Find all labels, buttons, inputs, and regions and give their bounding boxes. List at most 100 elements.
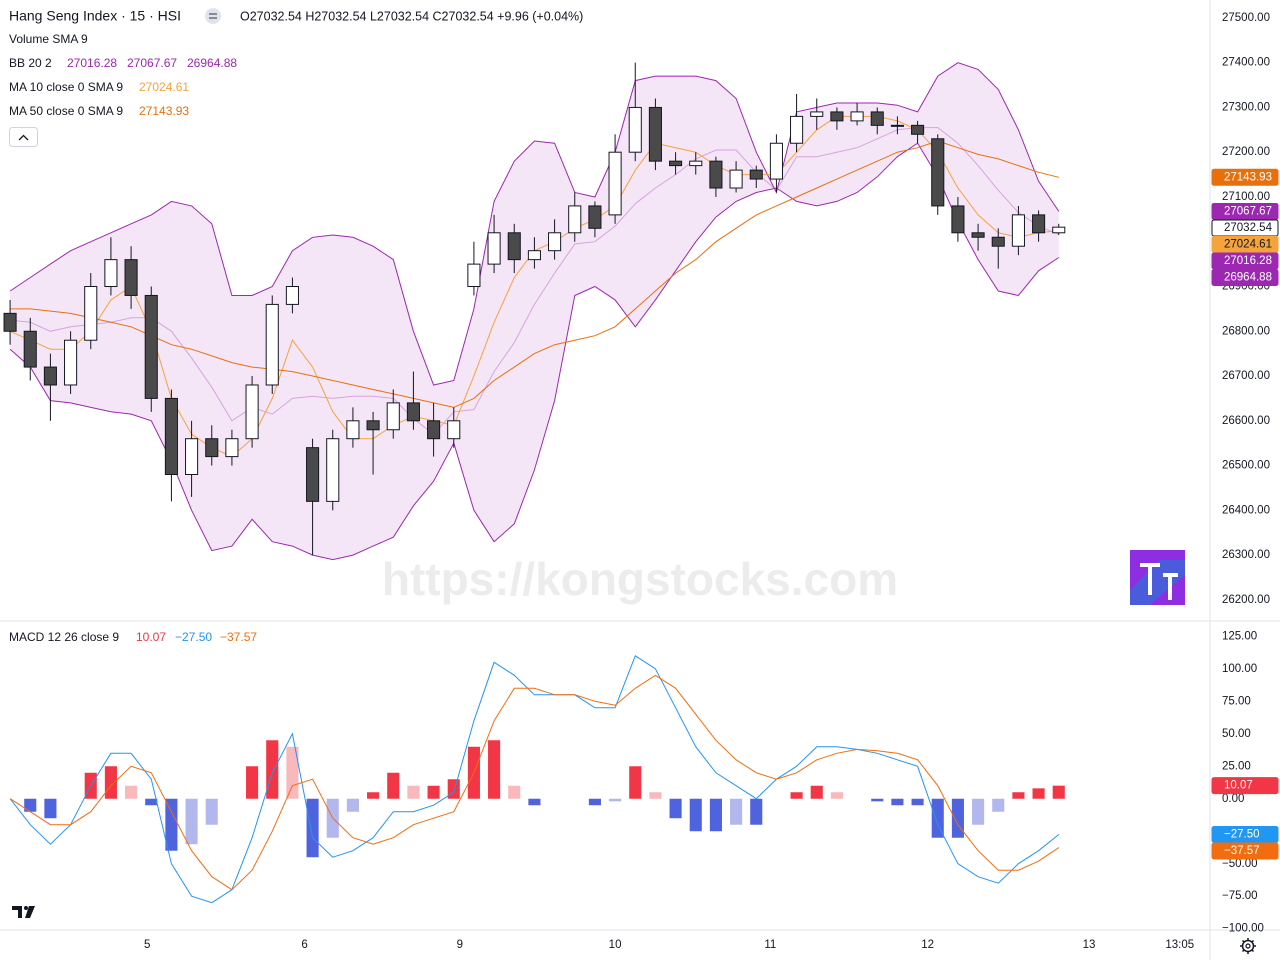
candle-body bbox=[366, 420, 380, 431]
candle-body bbox=[548, 232, 562, 252]
histogram-bar bbox=[891, 798, 904, 806]
histogram-bar bbox=[689, 798, 702, 832]
x-tick-label: 9 bbox=[457, 939, 463, 951]
legend-value: 27016.28 bbox=[67, 56, 117, 70]
macd-line bbox=[9, 674, 1060, 891]
candle-body bbox=[185, 438, 199, 476]
candle-body bbox=[648, 106, 662, 162]
histogram-bar bbox=[992, 798, 1005, 812]
x-tick-label: 11 bbox=[764, 939, 776, 951]
legend-value: 27024.61 bbox=[139, 80, 189, 94]
y-tick-label: 26300.00 bbox=[1222, 549, 1270, 561]
ohlc-readout: O27032.54 H27032.54 L27032.54 C27032.54 … bbox=[240, 9, 583, 23]
candle-body bbox=[164, 397, 178, 476]
price-tag-label: 27024.61 bbox=[1224, 238, 1272, 250]
candle-body bbox=[689, 160, 703, 167]
histogram-bar bbox=[286, 746, 299, 799]
histogram-bar bbox=[125, 785, 138, 799]
candle-body bbox=[951, 205, 965, 234]
histogram-bar bbox=[669, 798, 682, 819]
price-tag-label: 27067.67 bbox=[1224, 205, 1272, 217]
histogram-bar bbox=[528, 798, 541, 806]
collapse-button[interactable] bbox=[9, 127, 38, 147]
price-tag bbox=[1211, 252, 1279, 270]
candle-body bbox=[144, 294, 158, 399]
candle-body bbox=[326, 438, 340, 502]
histogram-bar bbox=[145, 798, 158, 806]
x-tick-label: 12 bbox=[921, 939, 934, 951]
candle-body bbox=[406, 402, 420, 422]
histogram-bar bbox=[1052, 785, 1065, 799]
legend-value: 27067.67 bbox=[127, 56, 177, 70]
y-tick-label: 125.00 bbox=[1222, 630, 1257, 642]
candle-body bbox=[507, 232, 521, 261]
price-tag-label: 27016.28 bbox=[1224, 255, 1272, 267]
candle-body bbox=[709, 160, 723, 189]
settings-gear[interactable] bbox=[1240, 938, 1256, 954]
candle-body bbox=[467, 263, 481, 287]
candle-body bbox=[527, 250, 541, 261]
watermark: https://kongstocks.com bbox=[382, 553, 898, 605]
histogram-bar bbox=[951, 798, 964, 838]
candle-body bbox=[790, 115, 804, 144]
x-tick-label: 13 bbox=[1083, 939, 1096, 951]
legend-name: MACD 12 26 close 9 bbox=[9, 630, 119, 644]
price-tag-label: −27.50 bbox=[1224, 829, 1260, 841]
y-tick-label: 27400.00 bbox=[1222, 57, 1270, 69]
candle-body bbox=[890, 124, 904, 127]
y-tick-label: −75.00 bbox=[1222, 890, 1258, 902]
y-tick-label: 50.00 bbox=[1222, 728, 1251, 740]
histogram-bar bbox=[709, 798, 722, 832]
y-tick-label: 26700.00 bbox=[1222, 370, 1270, 382]
x-tick-label: 6 bbox=[301, 939, 307, 951]
volume-legend: Volume SMA 9 bbox=[9, 32, 88, 46]
histogram-bar bbox=[629, 766, 642, 799]
y-tick-label: 27300.00 bbox=[1222, 101, 1270, 113]
histogram-bar bbox=[447, 779, 460, 799]
y-tick-label: 26500.00 bbox=[1222, 460, 1270, 472]
price-pane bbox=[3, 62, 1066, 561]
candle-body bbox=[991, 236, 1005, 247]
y-tick-label: 26600.00 bbox=[1222, 415, 1270, 427]
candle-body bbox=[447, 420, 461, 440]
candle-body bbox=[568, 205, 582, 234]
candle-body bbox=[870, 111, 884, 126]
candle-body bbox=[3, 312, 17, 332]
histogram-bar bbox=[750, 798, 763, 825]
candle-body bbox=[669, 160, 683, 167]
tradingview-logo bbox=[12, 906, 35, 918]
histogram-bar bbox=[609, 798, 622, 802]
settings-dot[interactable] bbox=[205, 8, 221, 24]
y-tick-label: −100.00 bbox=[1222, 923, 1264, 935]
y-tick-label: 26200.00 bbox=[1222, 594, 1270, 606]
histogram-bar bbox=[871, 798, 884, 802]
candle-body bbox=[43, 366, 57, 386]
candle-body bbox=[1032, 214, 1046, 234]
legend-value: −37.57 bbox=[220, 630, 257, 644]
candle-body bbox=[628, 106, 642, 153]
histogram-bar bbox=[588, 798, 601, 806]
candle-body bbox=[487, 232, 501, 265]
candle-body bbox=[104, 259, 118, 287]
candle-body bbox=[245, 384, 259, 440]
histogram-bar bbox=[407, 785, 420, 799]
legend-name: MA 10 close 0 SMA 9 bbox=[9, 80, 123, 94]
bb-band bbox=[9, 142, 1060, 561]
candle-body bbox=[608, 151, 622, 216]
candle-body bbox=[1011, 214, 1025, 247]
price-tag-label: 10.07 bbox=[1224, 780, 1253, 792]
histogram-bar bbox=[730, 798, 743, 825]
histogram-bar bbox=[185, 798, 198, 845]
histogram-bar bbox=[165, 798, 178, 851]
y-tick-label: 25.00 bbox=[1222, 760, 1251, 772]
legend-value: −27.50 bbox=[175, 630, 212, 644]
legend-value: 27143.93 bbox=[139, 104, 189, 118]
candle-body bbox=[386, 402, 400, 431]
legend-name: MA 50 close 0 SMA 9 bbox=[9, 104, 123, 118]
histogram-bar bbox=[1012, 792, 1025, 799]
watermark-logo bbox=[1130, 550, 1185, 605]
macd-pane bbox=[9, 655, 1065, 904]
y-tick-label: 0.00 bbox=[1222, 793, 1244, 805]
